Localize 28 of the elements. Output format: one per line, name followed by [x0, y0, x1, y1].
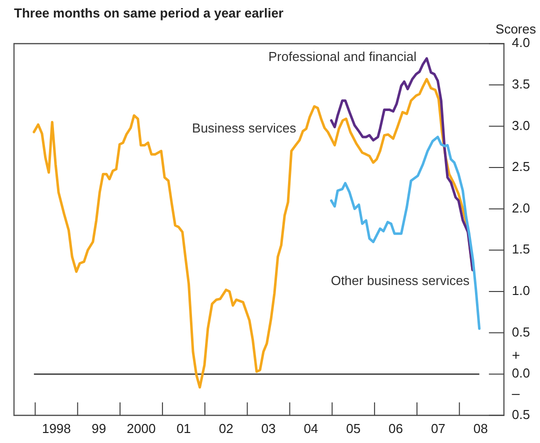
x-tick-label: 01 — [176, 420, 191, 436]
x-tick-label: 05 — [346, 420, 361, 436]
x-tick-label: 07 — [430, 420, 446, 436]
series-label: Professional and financial — [268, 49, 417, 64]
text: + — [512, 346, 520, 363]
x-tick-label: 2000 — [126, 420, 156, 436]
series-label: Business services — [192, 120, 297, 136]
y-tick-label: 2.5 — [512, 159, 530, 174]
x-tick-label: 03 — [261, 420, 276, 436]
x-tick-label: 04 — [304, 420, 318, 436]
x-tick-label: 99 — [92, 420, 106, 436]
y-axis-title: Scores — [496, 22, 536, 37]
y-tick-label: 2.0 — [512, 200, 530, 216]
y-tick-label: 1.5 — [512, 242, 530, 257]
text: – — [512, 384, 520, 401]
y-tick-label: 1.0 — [512, 283, 530, 298]
y-tick-label: 0.5 — [512, 324, 530, 340]
series-label: Other business services — [330, 273, 470, 288]
x-tick-label: 06 — [388, 420, 403, 436]
y-tick-label: 4.0 — [512, 35, 530, 50]
y-tick-label: 3.0 — [512, 118, 530, 133]
x-tick-label: 1998 — [42, 420, 71, 436]
x-tick-label: 08 — [473, 420, 488, 436]
y-tick-label: 0.0 — [512, 366, 530, 381]
y-tick-label: 3.5 — [512, 76, 530, 92]
x-tick-label: 02 — [218, 420, 234, 436]
chart-title: Three months on same period a year earlier — [14, 5, 284, 20]
y-tick-label: 0.5 — [512, 406, 530, 422]
